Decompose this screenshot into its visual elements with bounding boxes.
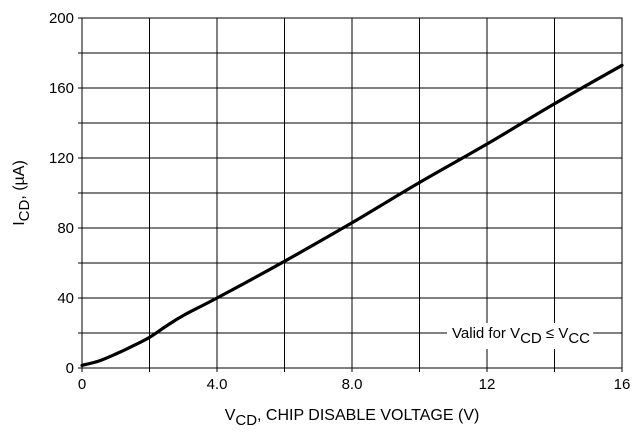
- y-tick-label: 40: [57, 290, 74, 307]
- x-axis-label: VCD, CHIP DISABLE VOLTAGE (V): [225, 407, 480, 429]
- x-tick-label: 8.0: [342, 376, 363, 393]
- y-tick-label: 120: [49, 150, 74, 167]
- x-tick-label: 4.0: [207, 376, 228, 393]
- y-tick-label: 0: [66, 360, 74, 377]
- annotation-text: Valid for VCD ≤ VCC: [452, 325, 590, 347]
- annotation: Valid for VCD ≤ VCC: [447, 323, 594, 349]
- plot-frame: [81, 17, 623, 369]
- x-tick-label: 0: [78, 376, 86, 393]
- grid: [78, 17, 623, 372]
- x-tick-label: 12: [479, 376, 496, 393]
- y-tick-label: 160: [49, 80, 74, 97]
- x-tick-label: 16: [614, 376, 631, 393]
- series-line: [80, 63, 624, 367]
- y-axis-label: ICD, (µA): [11, 160, 33, 226]
- annotation-background: [447, 323, 594, 349]
- y-tick-labels: 0 40 80 120 160 200: [49, 10, 74, 377]
- y-tick-label: 80: [57, 220, 74, 237]
- y-tick-label: 200: [49, 10, 74, 27]
- x-tick-labels: 0 4.0 8.0 12 16: [78, 376, 631, 393]
